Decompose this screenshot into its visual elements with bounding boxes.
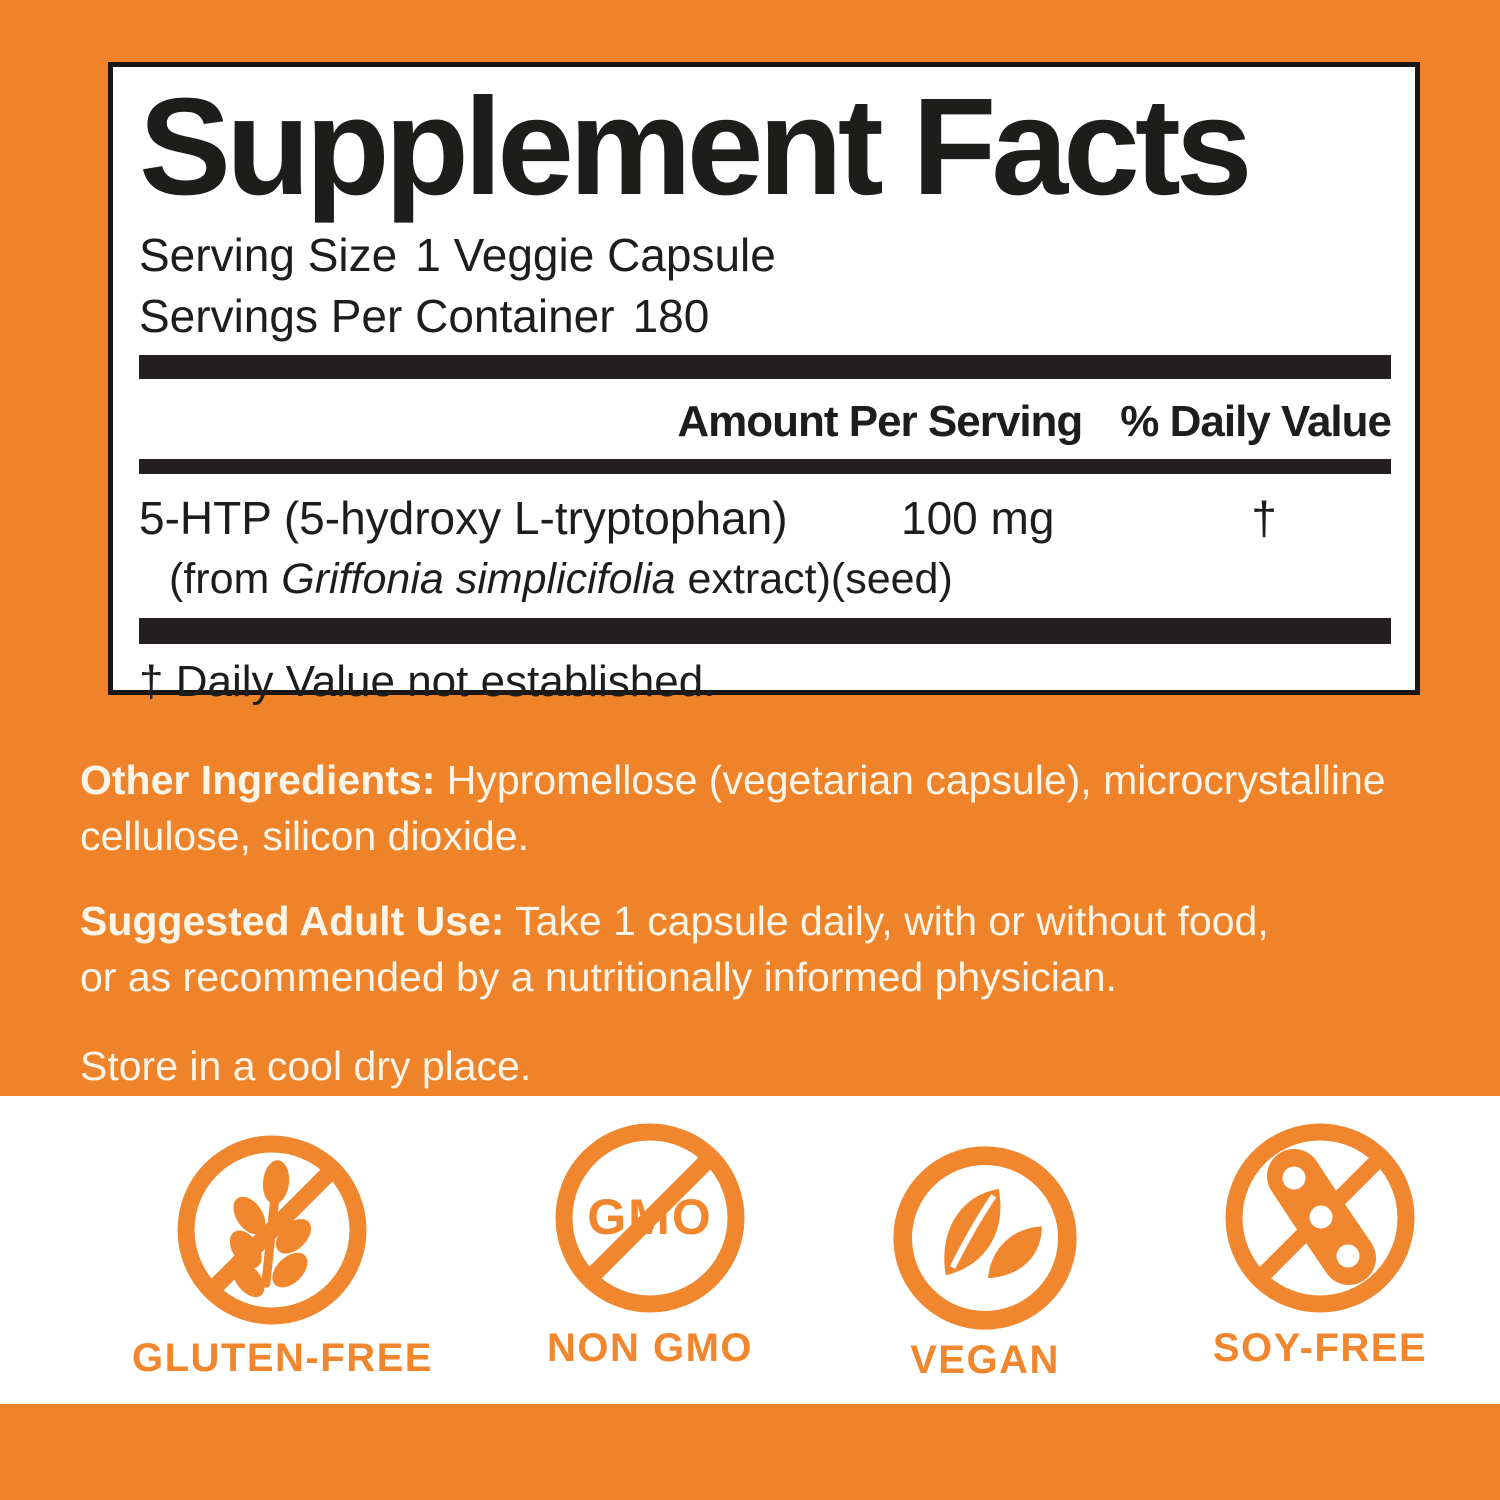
vegan-leaves-icon <box>893 1146 1077 1330</box>
no-gmo-icon: GMO <box>555 1123 745 1313</box>
badge-label-gluten-free: GLUTEN-FREE <box>132 1336 433 1380</box>
other-ingredients-line1: Other Ingredients: Hypromellose (vegetar… <box>80 752 1386 808</box>
daily-value-header: % Daily Value <box>1120 397 1392 446</box>
no-soy-icon <box>1225 1123 1415 1313</box>
servings-per-container-line: Servings Per Container 180 <box>139 286 1391 347</box>
storage-instruction: Store in a cool dry place. <box>80 1038 531 1094</box>
other-ingredients-text1: Hypromellose (vegetarian capsule), micro… <box>435 757 1386 803</box>
other-ingredients-label: Other Ingredients: <box>80 757 436 803</box>
badge-label-vegan: VEGAN <box>910 1338 1060 1382</box>
no-gluten-icon <box>177 1135 367 1325</box>
suggested-use-label: Suggested Adult Use: <box>80 898 505 944</box>
badge-vegan: VEGAN <box>845 1140 1125 1382</box>
suggested-use-line1: Suggested Adult Use: Take 1 capsule dail… <box>80 893 1269 949</box>
panel-title: Supplement Facts <box>139 70 1253 224</box>
servings-per-container-label: Servings Per Container <box>139 290 615 342</box>
source-species-italic: Griffonia simplicifolia <box>281 555 676 603</box>
badge-label-soy-free: SOY-FREE <box>1212 1326 1428 1370</box>
source-suffix: extract)(seed) <box>675 555 953 603</box>
divider-thick-bottom <box>139 618 1391 644</box>
daily-value-footnote: † Daily Value not established. <box>139 657 716 706</box>
ingredient-amount: 100 mg <box>901 492 1055 544</box>
ingredient-name: 5-HTP (5-hydroxy L-tryptophan) <box>139 492 788 544</box>
servings-per-container-value: 180 <box>632 290 710 342</box>
column-headers: Amount Per Serving % Daily Value <box>139 397 1392 447</box>
badge-non-gmo: GMO NON GMO <box>510 1118 790 1370</box>
ingredient-daily-value: † <box>1251 492 1277 544</box>
storage-text: Store in a cool dry place. <box>80 1043 532 1089</box>
supplement-facts-panel: Supplement Facts Serving Size 1 Veggie Ca… <box>108 62 1420 706</box>
other-ingredients-line2: cellulose, silicon dioxide. <box>80 813 529 859</box>
suggested-use-paragraph: Suggested Adult Use: Take 1 capsule dail… <box>80 893 1269 1005</box>
suggested-use-line2: or as recommended by a nutritionally inf… <box>80 954 1117 1000</box>
source-prefix: (from <box>169 555 282 603</box>
other-ingredients-paragraph: Other Ingredients: Hypromellose (vegetar… <box>80 752 1386 864</box>
serving-size-value: 1 Veggie Capsule <box>415 229 776 281</box>
ingredient-row: 5-HTP (5-hydroxy L-tryptophan) 100 mg † <box>139 492 1391 544</box>
amount-per-serving-header: Amount Per Serving <box>677 397 1083 446</box>
serving-size-label: Serving Size <box>139 229 398 281</box>
serving-size-line: Serving Size 1 Veggie Capsule <box>139 225 1391 286</box>
badge-gluten-free: GLUTEN-FREE <box>132 1130 433 1380</box>
badge-label-non-gmo: NON GMO <box>546 1326 754 1370</box>
divider-medium <box>139 459 1391 474</box>
divider-thick-top <box>139 355 1391 379</box>
ingredient-source-line: (from Griffonia simplicifolia extract)(s… <box>169 552 1391 606</box>
suggested-use-text1: Take 1 capsule daily, with or without fo… <box>504 898 1269 944</box>
badge-soy-free: SOY-FREE <box>1180 1118 1460 1370</box>
